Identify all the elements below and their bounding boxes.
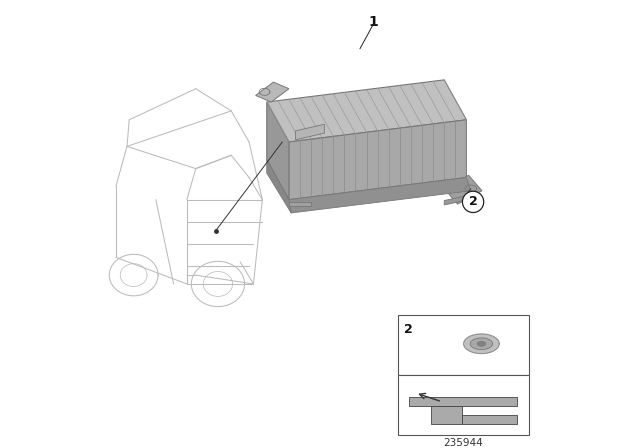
Polygon shape: [470, 338, 493, 349]
Polygon shape: [267, 80, 467, 142]
Polygon shape: [255, 82, 289, 102]
Polygon shape: [267, 160, 291, 213]
Polygon shape: [464, 334, 499, 353]
Polygon shape: [444, 175, 482, 204]
Bar: [397, 315, 529, 375]
Text: 2: 2: [468, 195, 477, 208]
Polygon shape: [289, 120, 467, 200]
Polygon shape: [296, 124, 324, 140]
Polygon shape: [477, 341, 485, 346]
Text: 1: 1: [369, 15, 378, 29]
Text: 2: 2: [404, 323, 413, 336]
Polygon shape: [289, 202, 311, 207]
Polygon shape: [431, 406, 462, 424]
Polygon shape: [267, 102, 289, 200]
Bar: [397, 375, 529, 435]
Circle shape: [463, 191, 484, 212]
Polygon shape: [289, 177, 471, 213]
Polygon shape: [462, 415, 518, 424]
Polygon shape: [444, 195, 468, 205]
Text: 235944: 235944: [444, 438, 483, 448]
Polygon shape: [409, 397, 518, 406]
